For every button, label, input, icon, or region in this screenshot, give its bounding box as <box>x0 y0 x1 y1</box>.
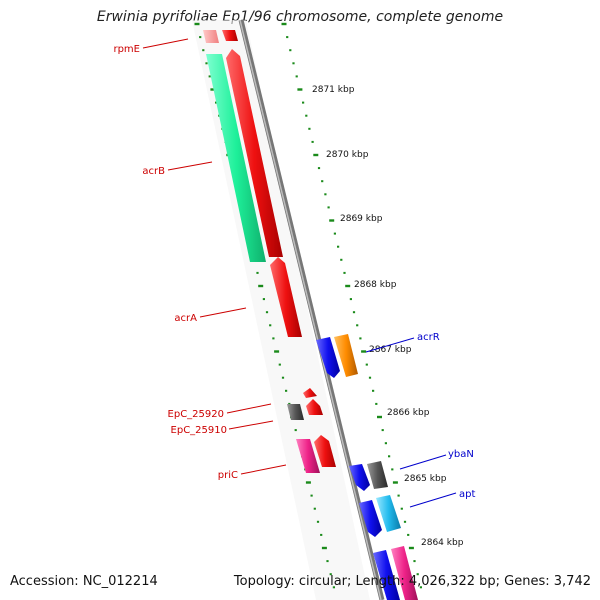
gene-labels: rpmE acrB acrA EpC_25920 EpC_25910 priC … <box>113 44 475 500</box>
ruler-label-2864: 2864 kbp <box>421 538 464 548</box>
gene-acra[interactable] <box>270 257 302 337</box>
gene-acrb-green[interactable] <box>206 54 266 262</box>
label-rpme[interactable]: rpmE <box>113 44 140 55</box>
label-acra[interactable]: acrA <box>174 313 197 324</box>
chromosome-backbone <box>238 19 385 600</box>
genome-summary: Topology: circular; Length: 4,026,322 bp… <box>233 574 591 589</box>
label-pric[interactable]: priC <box>218 470 238 481</box>
leader-ybaN <box>399 454 447 470</box>
label-apt[interactable]: apt <box>459 489 475 500</box>
gene-epc25920-red[interactable] <box>303 388 317 398</box>
leader-epc25920 <box>226 403 272 414</box>
leader-epc25910 <box>228 420 274 430</box>
label-leaders <box>142 38 457 508</box>
chromosome-backbone-highlight <box>239 19 382 600</box>
ruler-label-2865: 2865 kbp <box>404 474 447 484</box>
ruler-label-2866: 2866 kbp <box>387 408 430 418</box>
leader-apt <box>409 492 457 508</box>
ruler-label-2867: 2867 kbp <box>369 345 412 355</box>
leader-rpme <box>142 38 189 49</box>
ruler-label-2871: 2871 kbp <box>312 85 355 95</box>
gene-acrr[interactable] <box>334 334 358 377</box>
gene-epc25910[interactable] <box>306 399 323 415</box>
genes-reverse-strand <box>203 30 336 473</box>
gene-ybaN-blue[interactable] <box>349 464 370 491</box>
ruler-label-2869: 2869 kbp <box>340 214 383 224</box>
ruler-labels: 2871 kbp 2870 kbp 2869 kbp 2868 kbp 2867… <box>312 85 464 548</box>
ruler-label-2870: 2870 kbp <box>326 150 369 160</box>
label-epc25920[interactable]: EpC_25920 <box>168 409 224 420</box>
label-epc25910[interactable]: EpC_25910 <box>171 425 227 436</box>
label-ybaN[interactable]: ybaN <box>448 449 474 460</box>
gene-rpme-pink[interactable] <box>203 30 219 43</box>
gene-pink-bottom[interactable] <box>391 546 418 600</box>
leader-acrr <box>365 337 415 353</box>
gene-ybaN[interactable] <box>367 461 388 489</box>
genes-forward-strand <box>316 334 418 600</box>
label-acrr[interactable]: acrR <box>417 332 440 343</box>
gene-rpme[interactable] <box>222 30 238 41</box>
leader-pric <box>240 464 287 475</box>
gene-blue-bottom[interactable] <box>373 550 400 600</box>
gene-acrb[interactable] <box>226 49 283 257</box>
accession-label: Accession: NC_012214 <box>10 574 158 589</box>
gene-acrr-blue[interactable] <box>316 337 340 378</box>
leader-acra <box>199 307 247 318</box>
leader-acrb <box>167 161 213 171</box>
gene-pric[interactable] <box>296 439 320 473</box>
gene-apt-blue[interactable] <box>359 500 382 537</box>
gene-epc25920[interactable] <box>287 404 304 420</box>
ruler-label-2868: 2868 kbp <box>354 280 397 290</box>
gene-pric-red[interactable] <box>314 435 336 467</box>
gene-apt[interactable] <box>376 495 401 532</box>
label-acrb[interactable]: acrB <box>142 166 165 177</box>
